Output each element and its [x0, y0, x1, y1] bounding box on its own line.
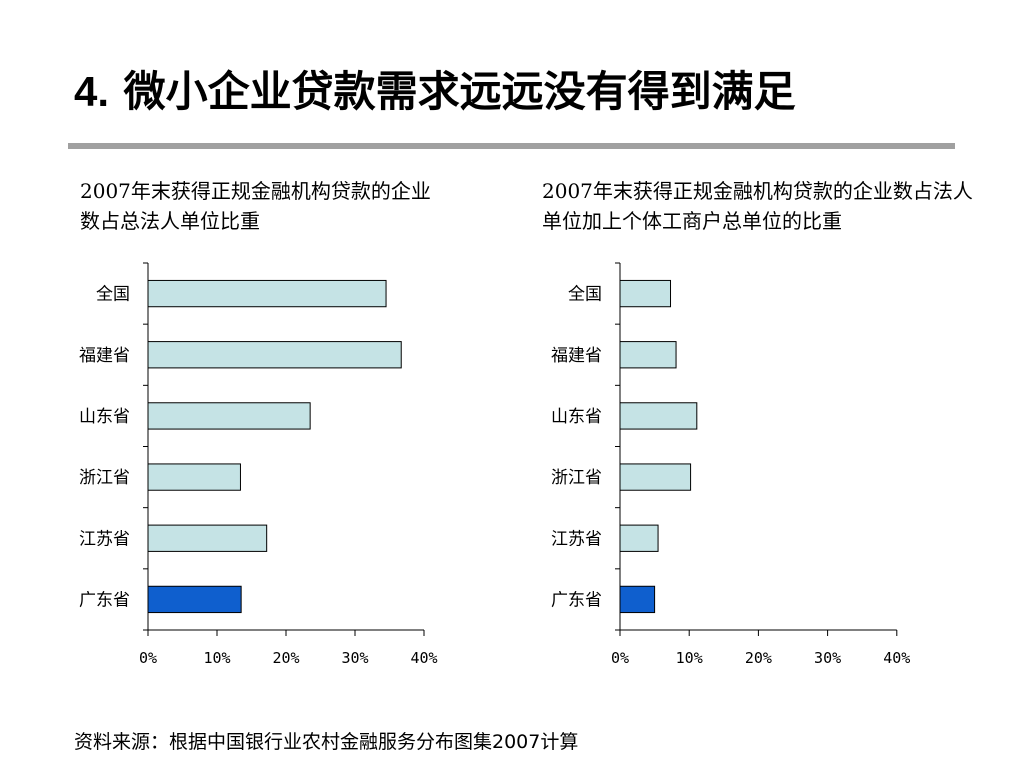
chart2-x-tick-label: 0% — [611, 649, 629, 667]
chart1-bar — [147, 524, 268, 552]
chart1-category-label: 浙江省 — [79, 468, 130, 488]
chart1-category-label: 广东省 — [79, 590, 130, 610]
chart2-category-label: 江苏省 — [551, 529, 602, 549]
chart1-x-tick-label: 10% — [203, 649, 230, 667]
chart1-category-label: 山东省 — [79, 407, 130, 427]
chart2-bar — [619, 463, 692, 491]
chart2-category-label: 福建省 — [551, 346, 602, 366]
source-note: 资料来源：根据中国银行业农村金融服务分布图集2007计算 — [74, 731, 579, 753]
chart2-x-tick-label: 40% — [883, 649, 910, 667]
chart2-x-tick-label: 20% — [745, 649, 772, 667]
chart2-title: 2007年末获得正规金融机构贷款的企业数占法人单位加上个体工商户总单位的比重 — [542, 179, 973, 233]
chart2-bar — [619, 524, 659, 552]
chart2-category-label: 浙江省 — [551, 468, 602, 488]
chart1-category-label: 福建省 — [79, 346, 130, 366]
chart1-category-label: 全国 — [96, 285, 130, 305]
chart1-x-tick-label: 20% — [272, 649, 299, 667]
chart1-x-tick-label: 40% — [410, 649, 437, 667]
chart1-category-label: 江苏省 — [79, 529, 130, 549]
chart2-category-label: 全国 — [568, 285, 602, 305]
chart1-bar — [147, 463, 241, 491]
chart1-title: 2007年末获得正规金融机构贷款的企业数占总法人单位比重 — [80, 179, 431, 233]
chart2-x-tick-label: 30% — [814, 649, 841, 667]
chart1-bar — [147, 585, 242, 614]
chart2-category-label: 广东省 — [551, 590, 602, 610]
chart2-category-label: 山东省 — [551, 407, 602, 427]
title-text: 微小企业贷款需求远远没有得到满足 — [123, 67, 796, 116]
chart2-bar — [619, 402, 698, 430]
chart1-x-tick-label: 0% — [139, 649, 157, 667]
title-number: 4. — [74, 68, 110, 115]
chart1-bar — [147, 402, 311, 430]
chart1-x-tick-label: 30% — [341, 649, 368, 667]
chart2-x-tick-label: 10% — [676, 649, 703, 667]
chart2-bar — [619, 279, 672, 308]
title-divider — [68, 143, 955, 149]
chart2-bar — [619, 341, 677, 369]
chart2-bar — [619, 585, 656, 614]
chart1-bar — [147, 341, 402, 369]
page-title: 4. 微小企业贷款需求远远没有得到满足 — [74, 62, 796, 122]
chart1-bar — [147, 279, 387, 308]
